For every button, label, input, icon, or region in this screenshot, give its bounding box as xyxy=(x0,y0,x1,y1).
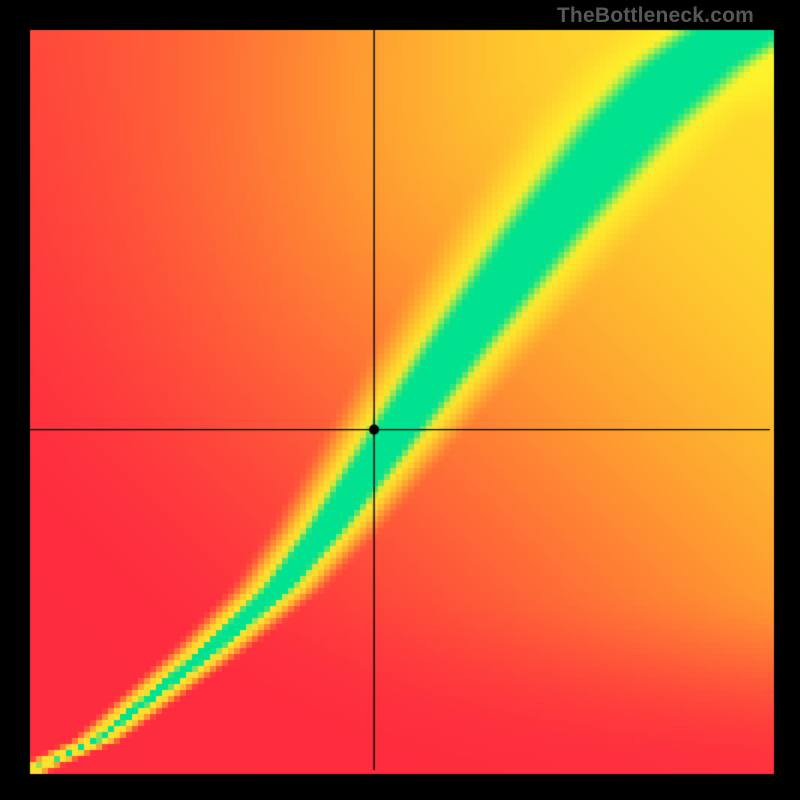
bottleneck-heatmap xyxy=(0,0,800,800)
watermark-text: TheBottleneck.com xyxy=(557,4,754,28)
chart-container: TheBottleneck.com xyxy=(0,0,800,800)
